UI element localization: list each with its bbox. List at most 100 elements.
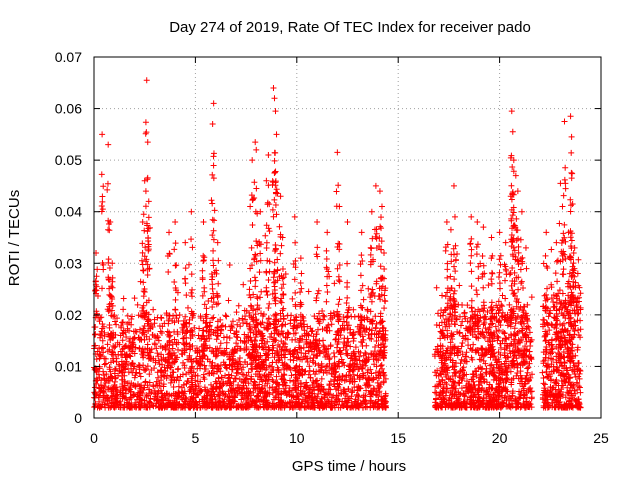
spike-point [182,239,189,246]
data-point [452,268,459,275]
data-point [262,377,269,384]
data-point [156,382,163,389]
data-point [333,188,340,195]
data-point [379,397,386,404]
data-point [280,281,287,288]
data-point [502,295,509,302]
data-point [259,344,266,351]
data-point [209,200,216,207]
data-point [369,286,376,293]
data-point [223,313,230,320]
data-point [305,393,312,400]
data-point [175,383,182,390]
data-point [209,216,216,223]
data-point [276,356,283,363]
data-point [189,381,196,388]
data-point [180,359,187,366]
data-point [277,250,284,257]
spike-point [451,213,458,220]
data-point [99,344,106,351]
data-point [251,378,258,385]
data-point [485,282,492,289]
data-point [158,377,165,384]
data-point [203,305,210,312]
data-point [299,367,306,374]
data-point [262,366,269,373]
data-point [143,404,150,411]
data-point [174,366,181,373]
data-point [467,241,474,248]
data-point [155,337,162,344]
spike-point [249,157,256,164]
spike-point [200,219,207,226]
data-point [103,371,110,378]
data-point [111,382,118,389]
data-point [157,328,164,335]
data-point [323,298,330,305]
data-point [293,374,300,381]
data-point [378,401,385,408]
data-point [200,317,207,324]
data-point [113,321,120,328]
data-point [360,296,367,303]
data-point [233,333,240,340]
data-point [114,315,121,322]
data-point [272,201,279,208]
data-point [444,266,451,273]
data-point [324,390,331,397]
data-point [120,306,127,313]
data-point [360,352,367,359]
data-point [341,362,348,369]
data-point [331,280,338,287]
data-point [252,324,259,331]
data-point [144,174,151,181]
data-point [297,390,304,397]
data-point [150,306,157,313]
data-point [185,261,192,268]
data-point [151,320,158,327]
data-point [132,328,139,335]
data-point [577,389,584,396]
data-point [512,320,519,327]
data-point [311,313,318,320]
data-point [308,394,315,401]
data-point [519,254,526,261]
data-point [274,190,281,197]
data-point [356,353,363,360]
data-point [307,374,314,381]
data-point [574,270,581,277]
data-point [488,280,495,287]
data-point [474,241,481,248]
data-point [265,305,272,312]
spike-point [265,151,272,158]
data-point [451,287,458,294]
data-point [373,320,380,327]
data-point [541,333,548,340]
data-point [173,312,180,319]
data-point [132,372,139,379]
data-point [577,290,584,297]
data-point [301,327,308,334]
data-point [317,348,324,355]
data-point [353,356,360,363]
data-point [151,365,158,372]
data-point [378,274,385,281]
data-point [470,341,477,348]
data-point [496,269,503,276]
data-point [94,348,101,355]
data-point [226,334,233,341]
data-point [335,273,342,280]
data-point [364,369,371,376]
data-point [292,380,299,387]
data-point [304,358,311,365]
data-point [327,343,334,350]
data-point [314,377,321,384]
data-point [249,360,256,367]
data-point [199,267,206,274]
data-point [377,263,384,270]
data-point [215,300,222,307]
data-point [319,307,326,314]
data-point [129,360,136,367]
data-point [315,362,322,369]
spike-point [188,208,195,215]
